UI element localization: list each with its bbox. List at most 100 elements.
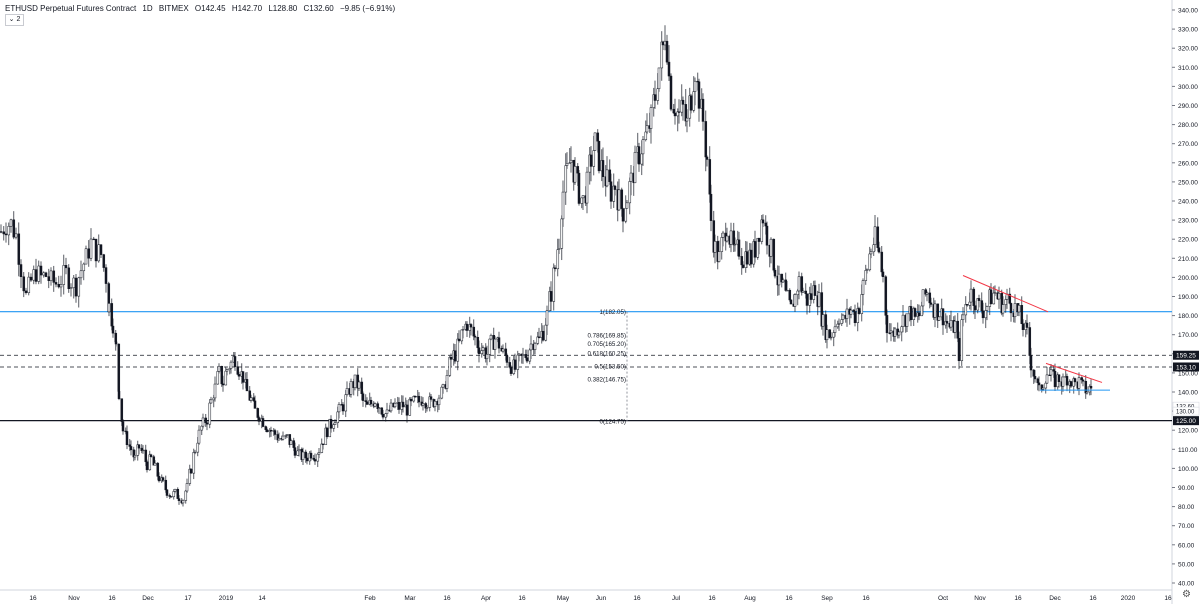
candle-body [905, 313, 909, 327]
y-tick-label: 100.00 [1178, 466, 1198, 473]
fib-level-label: 0.618(160.25) [587, 351, 626, 358]
x-tick-label: 16 [518, 595, 526, 602]
y-tick-label: 320.00 [1178, 46, 1198, 53]
candle-body [449, 356, 453, 360]
candle-body [17, 233, 21, 265]
candle-body [832, 332, 836, 338]
candle-body [217, 365, 221, 372]
candle-body [172, 491, 176, 498]
candle-body [665, 40, 669, 63]
gear-icon[interactable]: ⚙ [1182, 589, 1191, 600]
candle-body [541, 330, 545, 341]
candle-body [361, 393, 365, 401]
candle-body [165, 489, 169, 496]
candle-body [47, 276, 51, 281]
candle-body [704, 121, 708, 158]
candle-body [117, 391, 121, 399]
trendline[interactable] [962, 275, 1049, 313]
candle-body [184, 490, 188, 501]
x-tick-label: 16 [708, 595, 716, 602]
candle-body [1025, 322, 1029, 328]
candle-body [981, 310, 985, 319]
candle-body [601, 160, 605, 177]
candle-body [673, 112, 677, 117]
candle-body [564, 165, 568, 193]
candle-body [189, 468, 193, 474]
candle-body [961, 314, 965, 320]
candle-body [425, 407, 429, 409]
candle-body [64, 265, 68, 269]
fib-level-label: 1(182.05) [600, 309, 627, 316]
candle-body [397, 402, 401, 410]
y-tick-label: 290.00 [1178, 103, 1198, 110]
candle-body [62, 265, 66, 285]
candle-body [960, 319, 964, 362]
candle-body [117, 343, 121, 392]
candle-body [92, 238, 96, 241]
candle-body [964, 304, 968, 316]
candle-body [27, 276, 31, 294]
y-tick-label: 70.00 [1178, 523, 1195, 530]
candle-body [804, 290, 808, 295]
candle-body [77, 277, 81, 297]
candle-body [461, 329, 465, 331]
candle-body [405, 404, 409, 416]
candle-body [273, 430, 277, 435]
candle-body [304, 451, 308, 459]
candle-body [125, 431, 129, 446]
candle-body [2, 231, 6, 235]
candle-body [1065, 376, 1069, 386]
candle-body [448, 356, 452, 376]
candle-body [565, 163, 569, 166]
candle-body [561, 191, 565, 220]
candle-body [488, 338, 492, 355]
candle-body [269, 430, 273, 432]
candle-body [453, 350, 457, 362]
candle-body [209, 399, 213, 404]
candle-body [337, 404, 341, 413]
candle-body [1080, 377, 1084, 381]
candle-body [956, 320, 960, 339]
candle-body [624, 207, 628, 222]
candle-body [417, 395, 421, 403]
candle-body [745, 251, 749, 265]
candle-body [389, 402, 393, 412]
candle-body [1057, 374, 1061, 382]
candle-body [320, 443, 324, 453]
candle-body [129, 446, 133, 451]
candle-body [549, 291, 553, 302]
candle-body [633, 152, 637, 184]
candle-body [580, 197, 584, 204]
candle-body [917, 312, 921, 317]
candle-body [717, 251, 721, 262]
candle-body [589, 154, 593, 167]
candle-body [104, 267, 108, 284]
candle-body [653, 94, 657, 101]
fib-level-label: 0.786(169.85) [587, 332, 626, 339]
candle-body [937, 316, 941, 321]
candle-body [145, 461, 149, 471]
candle-body [901, 314, 905, 327]
x-tick-label: Nov [68, 595, 80, 602]
candle-body [524, 354, 528, 358]
candle-body [357, 381, 361, 389]
candle-body [945, 321, 949, 324]
interval-label[interactable]: 1D [142, 4, 153, 13]
candle-body [825, 329, 829, 341]
x-tick-label: 16 [862, 595, 870, 602]
candle-body [841, 314, 845, 320]
candle-body [1029, 355, 1033, 371]
symbol-name[interactable]: ETHUSD Perpetual Futures Contract [5, 4, 137, 13]
y-tick-label: 40.00 [1178, 581, 1195, 588]
candle-body [1021, 323, 1025, 330]
candle-body [693, 80, 697, 92]
candle-body [1020, 305, 1024, 324]
candle-body [809, 293, 813, 300]
candle-body [196, 442, 200, 453]
candle-body [149, 454, 153, 457]
trendline[interactable] [1045, 362, 1103, 383]
indicators-toggle-button[interactable]: ⌄ 2 [5, 14, 24, 26]
candle-body [992, 292, 996, 305]
candle-body [921, 289, 925, 307]
